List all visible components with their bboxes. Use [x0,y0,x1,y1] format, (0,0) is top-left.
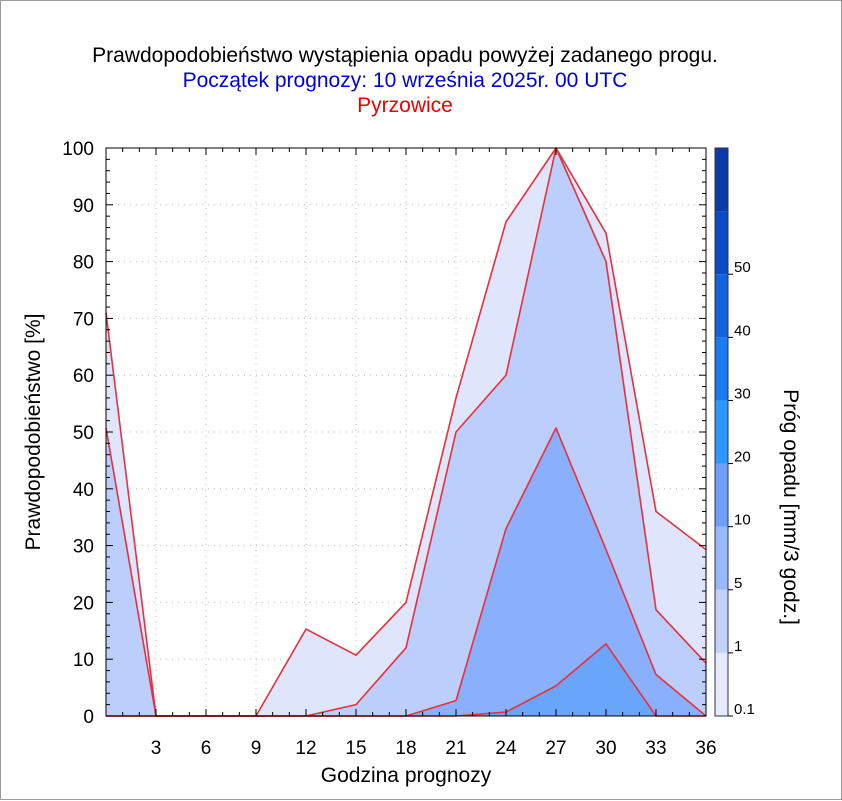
x-tick-label: 30 [595,738,616,759]
colorbar-segment [715,526,728,590]
colorbar: 0.1 1 5 10 20 30 40 50 [714,147,755,718]
colorbar-frame [714,147,729,717]
y-tick-label: 60 [73,366,94,387]
colorbar-segment [715,337,728,401]
x-tick-label: 6 [201,738,212,759]
colorbar-segment [715,274,728,338]
y-tick-label: 50 [73,423,94,444]
x-tick-label: 21 [445,738,466,759]
y-tick-label: 10 [73,650,94,671]
colorbar-label: Próg opadu [mm/3 godz.] [779,389,802,625]
x-tick-label: 12 [295,738,316,759]
x-tick-label: 3 [151,738,162,759]
probability-areas [106,148,706,716]
colorbar-segment [715,400,728,464]
x-tick-label: 36 [695,738,716,759]
y-tick-label: 40 [73,480,94,501]
y-tick-label: 70 [73,309,94,330]
chart-title: Prawdopodobieństwo wystąpienia opadu pow… [92,44,718,67]
y-tick-label: 30 [73,537,94,558]
y-tick-label: 100 [62,139,94,160]
colorbar-tick-label: 1 [734,638,742,655]
y-tick-label: 0 [83,707,94,728]
colorbar-segment [715,652,728,716]
y-axis-label: Prawdopodobieństwo [%] [22,314,45,551]
colorbar-segment [715,148,728,212]
colorbar-tick-label: 40 [734,322,751,339]
colorbar-tick-label: 50 [734,259,751,276]
area-threshold-3 [106,643,706,716]
colorbar-segment [715,211,728,275]
y-tick-label: 90 [73,196,94,217]
colorbar-tick-label: 5 [734,575,742,592]
colorbar-tick-label: 30 [734,385,751,402]
x-tick-label: 9 [251,738,262,759]
chart-subtitle: Początek prognozy: 10 września 2025r. 00… [183,69,628,92]
colorbar-segment [715,463,728,527]
x-tick-label: 27 [545,738,566,759]
x-tick-label: 18 [395,738,416,759]
colorbar-segment [715,589,728,653]
colorbar-tick-label: 10 [734,512,751,529]
x-tick-label: 24 [495,738,517,759]
y-tick-label: 20 [73,593,94,614]
y-tick-label: 80 [73,253,94,274]
area-threshold-2 [106,428,706,716]
x-tick-label: 33 [645,738,666,759]
axes: 3 6 9 12 15 18 21 24 27 30 33 360102030405060708090… [62,139,716,759]
colorbar-tick-label: 0.1 [734,701,755,718]
colorbar-tick-label: 20 [734,449,751,466]
station-name: Pyrzowice [357,94,453,117]
x-tick-label: 15 [345,738,366,759]
x-axis-label: Godzina prognozy [321,764,492,787]
